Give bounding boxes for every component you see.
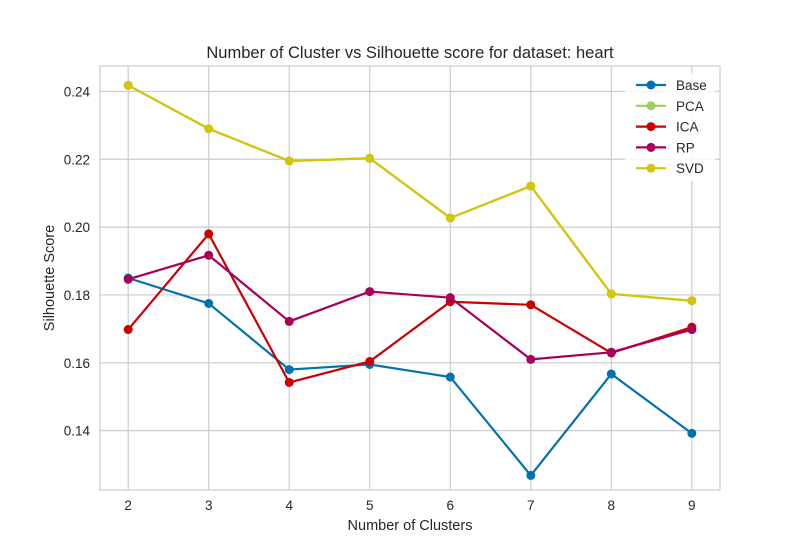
legend-swatch-marker [646, 142, 656, 152]
legend-label: ICA [676, 120, 699, 135]
legend-item-svd: SVD [636, 161, 704, 176]
y-tick-label: 0.24 [64, 84, 91, 99]
data-point [365, 153, 375, 163]
plot-frame [99, 65, 721, 491]
legend-label: SVD [676, 161, 704, 176]
data-point [606, 369, 616, 379]
legend-item-ica: ICA [636, 120, 699, 135]
data-point [204, 124, 214, 134]
data-point [445, 293, 455, 303]
data-point [204, 229, 214, 239]
data-point [606, 347, 616, 357]
data-point [445, 213, 455, 223]
legend-swatch-marker [646, 163, 656, 173]
legend-label: PCA [676, 99, 704, 114]
legend: Base PCA ICA RP SVD [625, 73, 715, 181]
y-tick-label: 0.18 [64, 288, 90, 303]
x-tick-label: 5 [366, 498, 374, 513]
legend-swatch-marker [646, 122, 656, 132]
data-point [687, 325, 697, 335]
series-line [127, 232, 693, 384]
x-tick-label: 4 [285, 498, 293, 513]
data-point [687, 428, 697, 438]
data-point [123, 80, 133, 90]
data-point [284, 316, 294, 326]
legend-swatch-marker [646, 80, 656, 90]
x-tick-label: 6 [447, 498, 455, 513]
series-svd [123, 80, 697, 306]
y-tick-label: 0.14 [64, 424, 91, 439]
data-point [284, 156, 294, 166]
legend-item-rp: RP [636, 140, 695, 155]
y-tick-label: 0.20 [64, 220, 90, 235]
data-point [687, 296, 697, 306]
data-point [526, 181, 536, 191]
data-point [284, 365, 294, 375]
legend-swatch-marker [646, 101, 656, 111]
data-point [204, 250, 214, 260]
x-tick-label: 3 [205, 498, 213, 513]
y-tick-label: 0.16 [64, 356, 90, 371]
data-point [445, 372, 455, 382]
data-point [123, 325, 133, 335]
legend-item-pca: PCA [636, 99, 704, 114]
x-tick-label: 7 [527, 498, 535, 513]
data-point [365, 287, 375, 297]
x-tick-label: 9 [688, 498, 696, 513]
data-point [526, 470, 536, 480]
x-tick-label: 2 [124, 498, 132, 513]
data-point [123, 274, 133, 284]
x-axis-ticks: 2 3 4 5 6 7 8 9 [124, 498, 695, 513]
data-point [526, 300, 536, 310]
data-point [204, 298, 214, 308]
data-point [365, 356, 375, 366]
legend-item-base: Base [636, 78, 707, 93]
y-tick-label: 0.22 [64, 152, 90, 167]
series-layer [123, 80, 697, 480]
x-axis-label: Number of Clusters [348, 518, 473, 534]
chart-title: Number of Cluster vs Silhouette score fo… [206, 44, 614, 62]
y-axis-ticks: 0.14 0.16 0.18 0.20 0.22 0.24 [64, 84, 91, 438]
y-axis-label: Silhouette Score [42, 225, 58, 331]
legend-label: Base [676, 78, 707, 93]
series-line [127, 84, 692, 302]
series-line [127, 276, 693, 477]
series-line [127, 254, 693, 361]
data-point [284, 377, 294, 387]
plot-area [100, 66, 720, 490]
data-point [526, 354, 536, 364]
data-point [606, 289, 616, 299]
series-rp [123, 250, 697, 364]
x-tick-label: 8 [608, 498, 616, 513]
legend-label: RP [676, 140, 695, 155]
